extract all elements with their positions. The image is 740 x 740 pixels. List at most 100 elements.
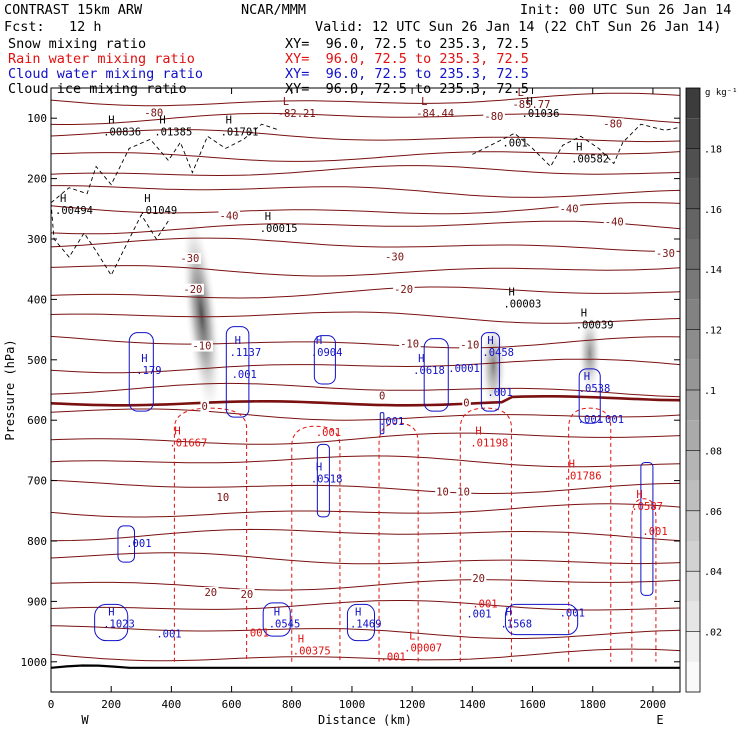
cloud-water-contour-label: .001 [560, 608, 585, 620]
x-axis-label: Distance (km) [318, 713, 412, 727]
colorbar-step [686, 510, 700, 541]
snow-extremum-value: .00582 [571, 153, 609, 165]
field-snow-label: Snow mixing ratio [8, 36, 147, 52]
temperature-label: -30 [385, 252, 404, 264]
cloud-water-contour [346, 603, 376, 642]
temperature-label: 10 [217, 492, 230, 504]
snow-extremum-value: .00003 [503, 298, 541, 310]
temperature-contour [51, 237, 680, 252]
y-tick-label: 100 [27, 112, 47, 125]
temperature-label: -10 [400, 339, 419, 351]
snow-plume [577, 311, 602, 397]
ice-extremum-letter: L [517, 87, 523, 99]
temperature-label-bg [654, 248, 677, 260]
temperature-label: -20 [183, 284, 202, 296]
rain-contour-label: .001 [642, 526, 667, 538]
snow-extremum-value: .00494 [55, 205, 93, 217]
axes: 0 200 400 600 800 1000 1200 1400 1600 1800 2000100… [21, 88, 680, 711]
temperature-contour [51, 552, 680, 565]
temperature-label: 0 [201, 401, 207, 413]
temperature-label-bg [462, 397, 471, 409]
colorbar-tick-label: .08 [704, 446, 722, 457]
temperature-label: -40 [560, 203, 579, 215]
cloud-water-contour-label: .001 [578, 414, 603, 426]
field-ice-label: Cloud ice mixing ratio [8, 81, 187, 97]
field-snow-xy: XY= 96.0, 72.5 to 235.3, 72.5 [285, 36, 529, 52]
cloud-water-extremum-value: .1568 [500, 619, 532, 631]
rain-contour [631, 498, 657, 662]
colorbar-tick-label: .16 [704, 205, 722, 216]
snow-extremum-value: .01036 [522, 108, 560, 120]
rain-contour [568, 407, 612, 662]
temperature-label: -20 [394, 284, 413, 296]
y-tick-label: 400 [27, 293, 47, 306]
cloud-water-extremum-value: .1137 [230, 347, 262, 359]
y-tick-label: 200 [27, 173, 47, 186]
x-tick-label: 1000 [339, 698, 366, 711]
temperature-label: -10 [460, 339, 479, 351]
cloud-water-extremum-value: .1023 [103, 619, 135, 631]
colorbar-tick-label: .04 [704, 567, 722, 578]
ice-contour [472, 123, 680, 168]
center-title: NCAR/MMM [241, 2, 307, 18]
contour-labels: -80 -80 -80 -40 -40 -40 -30 -30 -30 -20 -20 -10 -10 -… [55, 87, 677, 664]
cloud-water-contour [379, 412, 385, 435]
colorbar-step [686, 359, 700, 390]
rain-extremum-letter: H [298, 634, 304, 646]
temperature-contours [51, 92, 680, 662]
x-tick-label: 0 [48, 698, 55, 711]
rain-extremum-value: .01198 [470, 437, 508, 449]
init-time: Init: 00 UTC Sun 26 Jan 14 [520, 2, 732, 18]
snow-extremum-letter: H [508, 286, 514, 298]
cloud-water-extremum-value: .0904 [311, 347, 343, 359]
x-axis-west-label: W [81, 713, 89, 727]
cloud-water-extremum-letter: H [108, 607, 114, 619]
colorbar-step [686, 239, 700, 270]
forecast-hour: Fcst: 12 h [4, 19, 102, 35]
colorbar-tick-label: .02 [704, 628, 722, 639]
colorbar-tick-label: .18 [704, 144, 722, 155]
temperature-label: -30 [180, 253, 199, 265]
snow-extremum-letter: H [144, 193, 150, 205]
cloud-water-extremum-letter: H [141, 353, 147, 365]
cloud-water-extremum-letter: H [584, 371, 590, 383]
field-ice-xy: XY= 96.0, 72.5 to 235.3, 72.5 [285, 81, 529, 97]
colorbar-step [686, 118, 700, 149]
cloud-water-contour [640, 461, 654, 596]
cloud-water-contour-label: .001 [379, 416, 404, 428]
cloud-water-contour-label: .001 [466, 609, 491, 621]
rain-contour-label: .001 [381, 652, 406, 664]
rain-extremum-letter: H [475, 425, 481, 437]
cloud-water-contour [117, 525, 136, 563]
rain-contour [378, 422, 419, 662]
temperature-label: 20 [472, 573, 485, 585]
y-tick-label: 800 [27, 535, 47, 548]
rain-contour [173, 407, 248, 662]
snow-extremum-value: .00015 [260, 223, 298, 235]
cloud-water-contour [504, 603, 579, 636]
temperature-label-bg [603, 216, 626, 228]
colorbar-step [686, 480, 700, 511]
temperature-label-bg [191, 340, 213, 352]
colorbar-tick-label: .06 [704, 507, 722, 518]
snow-extremum-letter: H [60, 193, 66, 205]
colorbar-step [686, 148, 700, 179]
colorbar-step [686, 661, 700, 692]
temperature-label-bg [602, 118, 624, 130]
cloud-water-extremum-letter: H [355, 607, 361, 619]
temperature-label-bg [239, 588, 255, 600]
temperature-contour [51, 528, 680, 542]
cloud-water-contour-label: .001 [126, 538, 151, 550]
colorbar-step [686, 390, 700, 421]
snow-extremum-letter: H [265, 211, 271, 223]
temperature-contour [51, 600, 680, 611]
temperature-contour [51, 185, 680, 198]
ice-extremum-value: -82.21 [278, 108, 316, 120]
snow-extremum-letter: H [576, 141, 582, 153]
cloud-water-contour-label: .001 [599, 414, 624, 426]
snow-extremum-value: .01701 [221, 126, 259, 138]
temperature-label-bg [459, 339, 481, 351]
y-tick-label: 600 [27, 414, 47, 427]
cloud-water-extremum-value: .0518 [311, 474, 343, 486]
snow-plume [181, 209, 222, 420]
